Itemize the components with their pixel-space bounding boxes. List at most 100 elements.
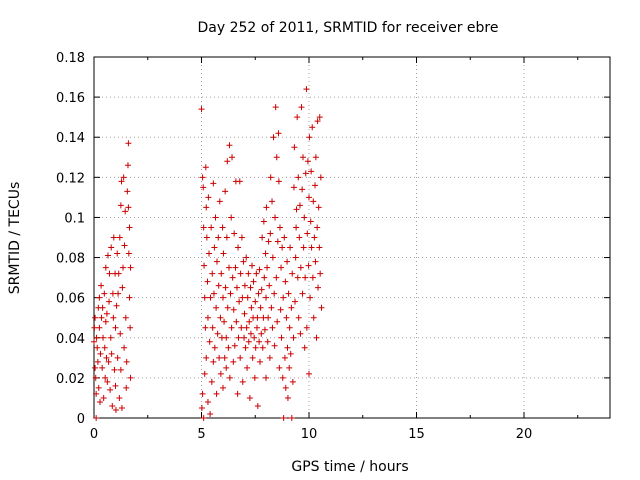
x-tick-label: 10	[301, 427, 318, 442]
data-point	[207, 294, 214, 301]
data-point	[228, 324, 235, 331]
data-point	[315, 284, 322, 291]
data-point	[271, 342, 278, 349]
data-point	[125, 140, 132, 147]
data-point	[264, 264, 271, 271]
data-point	[282, 278, 289, 285]
data-point	[94, 344, 101, 351]
data-point	[238, 324, 245, 331]
data-point	[306, 134, 313, 141]
y-tick-label: 0	[77, 412, 85, 427]
data-point	[254, 402, 261, 409]
data-point	[261, 274, 268, 281]
data-point	[103, 354, 110, 361]
data-point	[213, 258, 220, 265]
data-point	[290, 184, 297, 191]
data-point	[126, 294, 133, 301]
plot-frame	[93, 56, 611, 419]
data-point	[247, 284, 254, 291]
data-point	[121, 344, 128, 351]
data-point	[244, 294, 251, 301]
data-point	[111, 366, 118, 373]
data-point	[127, 264, 134, 271]
data-point	[96, 324, 103, 331]
data-point	[308, 244, 315, 251]
data-point	[223, 334, 230, 341]
data-point	[233, 284, 240, 291]
data-point	[250, 278, 257, 285]
data-point	[263, 374, 269, 381]
data-point	[116, 394, 123, 401]
data-point	[204, 314, 211, 321]
data-point	[216, 198, 223, 205]
data-point	[94, 358, 101, 365]
data-point	[249, 262, 256, 269]
data-point	[289, 270, 296, 277]
data-point	[295, 314, 302, 321]
data-point	[102, 318, 109, 325]
data-point	[252, 298, 259, 305]
data-point	[226, 264, 233, 271]
data-point	[241, 282, 248, 289]
data-point	[239, 378, 246, 385]
data-point	[287, 244, 294, 251]
data-point	[234, 390, 241, 397]
data-point	[316, 114, 323, 121]
data-point	[299, 186, 306, 193]
data-point	[288, 304, 295, 311]
data-point	[239, 294, 246, 301]
data-point	[315, 204, 322, 211]
data-point	[280, 415, 287, 421]
data-point	[199, 174, 206, 181]
data-point	[303, 324, 310, 331]
data-point	[230, 306, 237, 313]
data-point	[127, 374, 134, 381]
data-point	[296, 234, 303, 241]
data-point	[208, 224, 215, 231]
data-point	[203, 354, 210, 361]
data-point	[205, 194, 212, 201]
x-tick-label: 20	[516, 427, 533, 442]
data-point	[200, 224, 207, 231]
data-point	[266, 354, 273, 361]
data-point	[275, 130, 282, 137]
data-point	[256, 338, 263, 345]
data-point	[310, 198, 317, 205]
data-point	[265, 238, 272, 245]
data-point	[209, 270, 216, 277]
data-point	[119, 284, 126, 291]
data-point	[97, 350, 104, 357]
data-point	[278, 264, 285, 271]
data-point	[307, 294, 314, 301]
data-point	[269, 324, 276, 331]
data-point	[217, 314, 224, 321]
data-point	[281, 234, 288, 241]
y-tick-label: 0.02	[56, 372, 85, 387]
data-point	[229, 154, 236, 161]
data-point	[115, 290, 122, 297]
data-point	[98, 314, 105, 321]
data-point	[226, 142, 233, 149]
data-point	[201, 262, 208, 269]
y-tick-label: 0.04	[56, 332, 85, 347]
data-point	[293, 206, 300, 213]
x-tick-label: 0	[90, 427, 98, 442]
data-point	[305, 262, 312, 269]
data-point	[107, 334, 114, 341]
data-point	[118, 178, 125, 185]
data-point	[203, 204, 210, 211]
data-point	[291, 144, 298, 151]
data-point	[120, 174, 127, 181]
y-tick-label: 0.08	[56, 252, 85, 267]
data-point	[273, 154, 280, 161]
data-point	[198, 106, 205, 113]
data-point	[113, 302, 120, 309]
data-point	[296, 202, 303, 209]
data-point	[266, 282, 273, 289]
data-point	[214, 330, 221, 337]
data-point	[279, 244, 286, 251]
data-point	[300, 244, 307, 251]
data-point	[275, 178, 282, 185]
data-point	[308, 168, 315, 175]
data-point	[125, 250, 132, 257]
